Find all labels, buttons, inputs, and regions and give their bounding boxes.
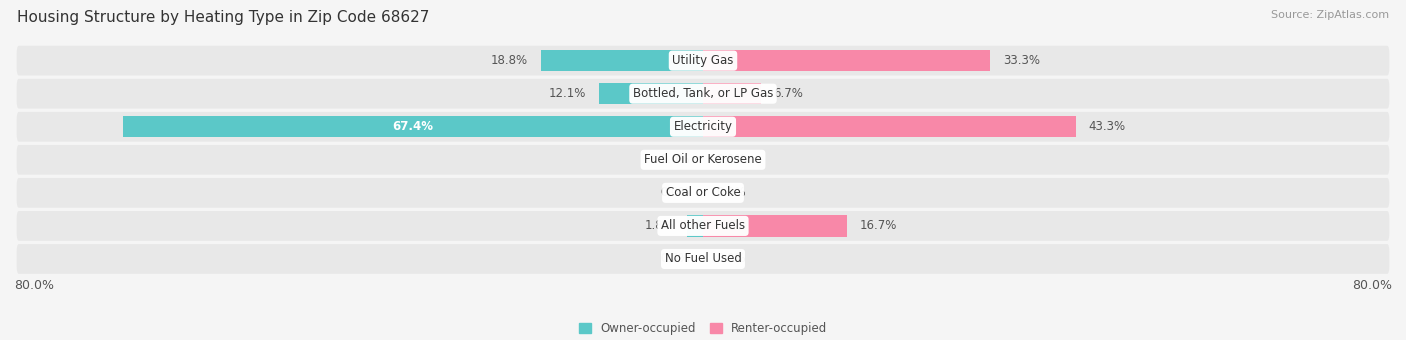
Text: 16.7%: 16.7% [859,219,897,233]
Bar [703,83,761,104]
Text: Coal or Coke: Coal or Coke [665,186,741,199]
Text: Electricity: Electricity [673,120,733,133]
Text: 0.0%: 0.0% [716,186,745,199]
Bar [599,83,703,104]
Text: 0.0%: 0.0% [661,253,690,266]
Text: 0.0%: 0.0% [716,153,745,166]
Text: Source: ZipAtlas.com: Source: ZipAtlas.com [1271,10,1389,20]
Bar [703,215,846,237]
FancyBboxPatch shape [17,178,1389,208]
Text: 67.4%: 67.4% [392,120,433,133]
Text: 0.0%: 0.0% [661,253,690,266]
Text: 80.0%: 80.0% [1353,279,1392,292]
FancyBboxPatch shape [17,79,1389,108]
FancyBboxPatch shape [17,244,1389,274]
Legend: Owner-occupied, Renter-occupied: Owner-occupied, Renter-occupied [574,317,832,340]
Text: 80.0%: 80.0% [14,279,53,292]
Bar [703,50,990,71]
Text: All other Fuels: All other Fuels [661,219,745,233]
FancyBboxPatch shape [17,145,1389,175]
Text: 0.0%: 0.0% [661,153,690,166]
Text: 0.0%: 0.0% [661,153,690,166]
FancyBboxPatch shape [17,211,1389,241]
Text: Fuel Oil or Kerosene: Fuel Oil or Kerosene [644,153,762,166]
Bar [688,215,703,237]
Bar [541,50,703,71]
Text: Housing Structure by Heating Type in Zip Code 68627: Housing Structure by Heating Type in Zip… [17,10,429,25]
Text: 12.1%: 12.1% [548,87,586,100]
FancyBboxPatch shape [17,46,1389,75]
Text: 0.0%: 0.0% [661,186,690,199]
Text: Bottled, Tank, or LP Gas: Bottled, Tank, or LP Gas [633,87,773,100]
Text: 33.3%: 33.3% [1002,54,1039,67]
Text: 1.8%: 1.8% [645,219,675,233]
Bar [703,116,1076,137]
FancyBboxPatch shape [17,112,1389,142]
Text: 6.7%: 6.7% [773,87,803,100]
Text: 0.0%: 0.0% [661,186,690,199]
Text: 18.8%: 18.8% [491,54,529,67]
Text: 0.0%: 0.0% [716,253,745,266]
Text: No Fuel Used: No Fuel Used [665,253,741,266]
Bar [122,116,703,137]
Text: 43.3%: 43.3% [1088,120,1126,133]
Text: Utility Gas: Utility Gas [672,54,734,67]
